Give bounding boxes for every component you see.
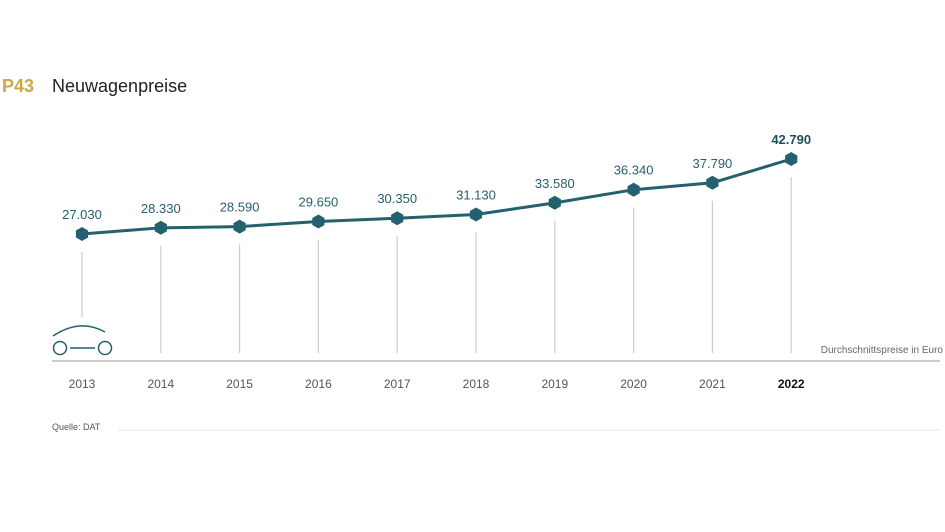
data-label: 31.130 [456, 187, 496, 202]
x-tick-label: 2013 [69, 377, 96, 391]
x-tick-label: 2020 [620, 377, 647, 391]
data-label: 37.790 [693, 156, 733, 171]
car-icon-roof [52, 325, 106, 337]
x-tick-label: 2018 [463, 377, 490, 391]
x-tick-label: 2022 [778, 377, 805, 391]
data-label: 28.330 [141, 201, 181, 216]
data-point [548, 195, 561, 210]
data-point [154, 220, 167, 235]
source-note: Quelle: DAT [52, 422, 101, 432]
x-tick-label: 2016 [305, 377, 332, 391]
x-tick-label: 2019 [541, 377, 568, 391]
x-tick-label: 2021 [699, 377, 726, 391]
data-label: 28.590 [220, 200, 260, 215]
data-label: 30.350 [377, 191, 417, 206]
x-tick-label: 2017 [384, 377, 411, 391]
data-point [469, 207, 483, 222]
data-point [627, 182, 640, 197]
data-point [75, 227, 89, 241]
chart-code: P43 [2, 76, 35, 96]
data-label: 27.030 [62, 207, 102, 222]
data-label: 33.580 [535, 176, 575, 191]
car-icon-wheel [97, 340, 113, 356]
data-point [312, 214, 325, 229]
unit-label: Durchschnittspreise in Euro [820, 345, 943, 356]
x-tick-label: 2015 [226, 377, 253, 391]
data-point [706, 175, 719, 190]
data-point [391, 211, 404, 226]
x-tick-label: 2014 [147, 377, 174, 391]
data-label: 29.650 [299, 195, 339, 210]
series-line [81, 157, 792, 236]
data-label: 36.340 [614, 163, 654, 178]
chart-title: Neuwagenpreise [52, 76, 188, 96]
data-point [785, 152, 798, 166]
car-icon-wheel [52, 340, 68, 356]
data-point [233, 219, 246, 234]
data-label: 42.790 [771, 132, 811, 147]
